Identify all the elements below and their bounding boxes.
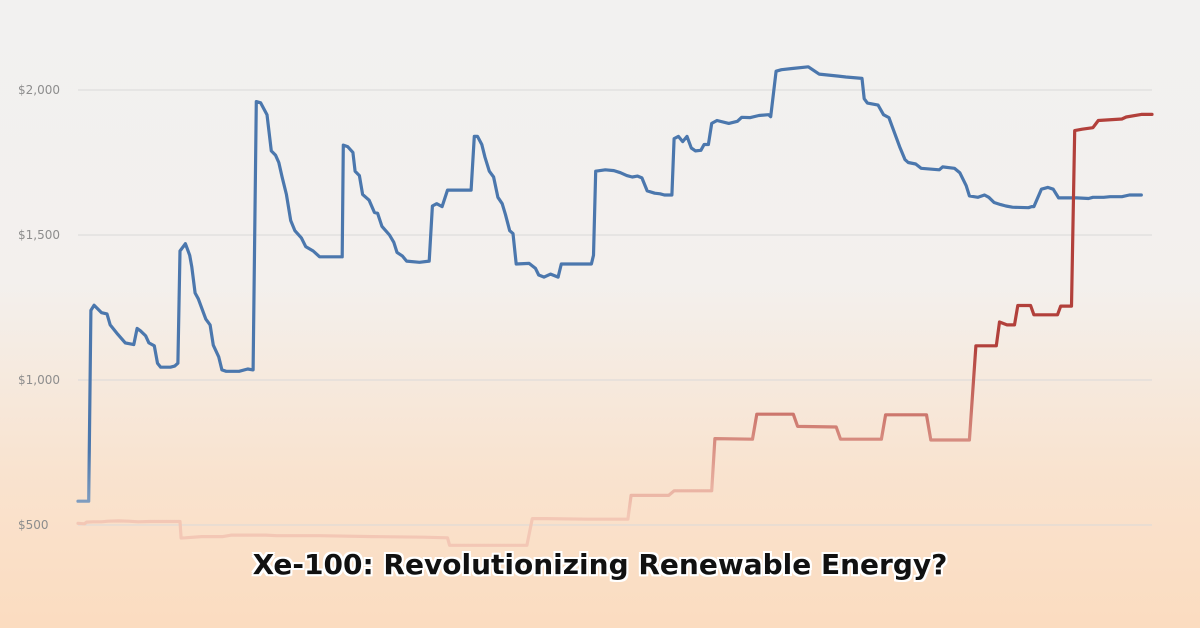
series-line-blue: [76, 65, 1143, 503]
gridlines: [78, 89, 1152, 526]
series-lines: [76, 65, 1154, 547]
series-line-red: [76, 112, 1154, 547]
y-axis-tick-labels: $500 $1,000 $1,500 $2,000: [18, 83, 60, 532]
y-tick-label: $2,000: [18, 83, 60, 97]
y-tick-label: $1,000: [18, 373, 60, 387]
y-tick-label: $1,500: [18, 228, 60, 242]
y-tick-label: $500: [18, 518, 49, 532]
image-caption: Xe-100: Revolutionizing Renewable Energy…: [252, 548, 948, 581]
